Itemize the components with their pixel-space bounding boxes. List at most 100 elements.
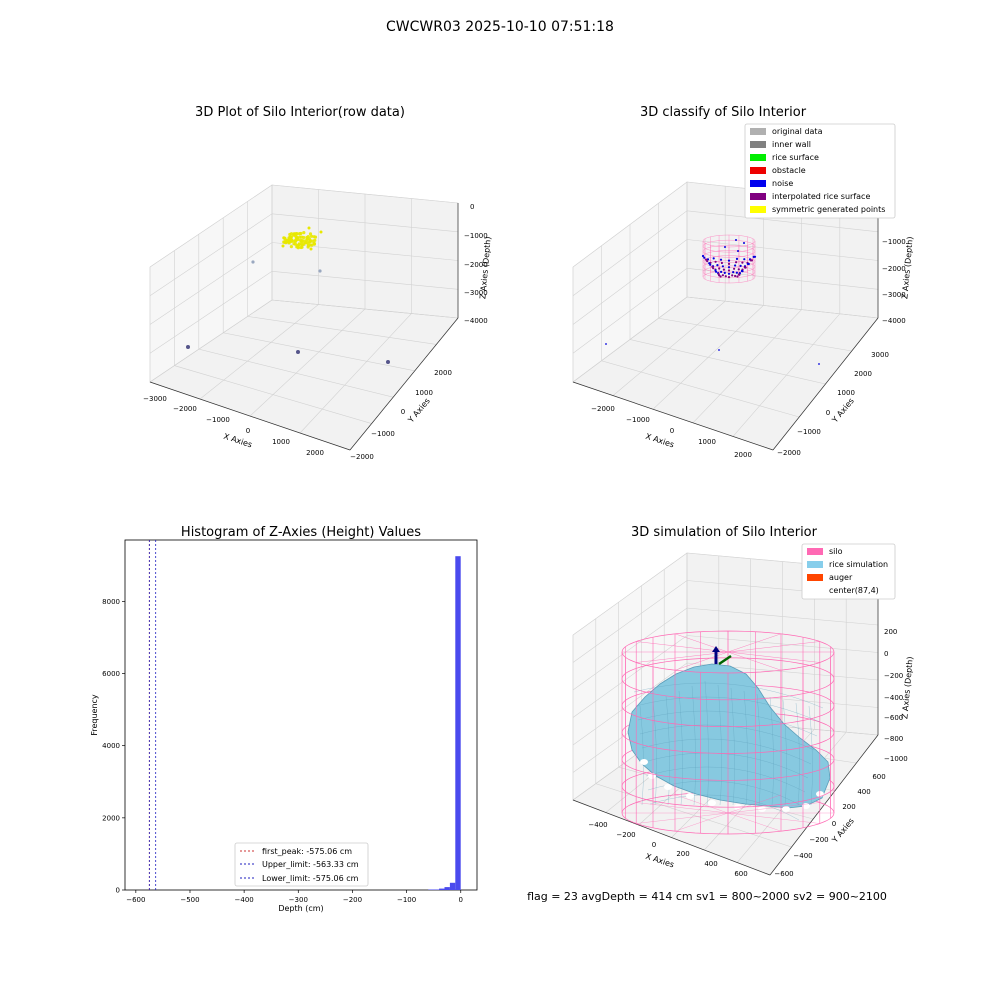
silo-floor-spoke — [674, 812, 729, 832]
p1-ytick: −1000 — [371, 430, 395, 438]
rice-point — [302, 242, 306, 246]
rice-point — [307, 240, 311, 244]
legend-label: interpolated rice surface — [772, 192, 870, 201]
p2-xtick: 1000 — [698, 438, 716, 446]
panel1-axes — [149, 184, 459, 451]
legend-swatch — [807, 548, 823, 555]
rice-mesh-line — [639, 724, 815, 751]
x-tick-label: −100 — [397, 896, 416, 904]
legend-label: inner wall — [772, 140, 811, 149]
rice-point — [308, 232, 313, 236]
p2-ytick: −2000 — [777, 449, 801, 457]
p4-ztick: −600 — [884, 714, 903, 722]
classified-point — [727, 259, 731, 262]
classified-point — [703, 256, 706, 259]
p4-xlabel: X Axies — [644, 852, 675, 870]
p4-ytick: −400 — [793, 852, 812, 860]
panel4-title: 3D simulation of Silo Interior — [631, 525, 818, 540]
rice-point — [319, 230, 323, 234]
legend-label: noise — [772, 179, 793, 188]
p4-ytick: 600 — [872, 773, 885, 781]
p1-ytick: 0 — [401, 408, 405, 416]
classified-point — [741, 261, 744, 264]
rice-mesh-line — [808, 705, 813, 806]
classified-point — [706, 260, 709, 263]
classified-point — [727, 272, 731, 275]
histogram-ticks: −600 −500 −400 −300 −200 −100 0 0 2000 4000 6000 80… — [102, 598, 463, 904]
rice-point — [302, 239, 306, 243]
legend-swatch — [750, 141, 766, 148]
legend-swatch — [750, 180, 766, 187]
rice-mesh-line — [795, 702, 800, 806]
classified-point — [727, 262, 731, 265]
x-tick-label: −300 — [289, 896, 308, 904]
p1-ztick: −1000 — [464, 232, 488, 240]
panel-histogram: Histogram of Z-Axies (Height) Values −60… — [90, 525, 478, 913]
p2-xtick: −1000 — [626, 416, 650, 424]
rice-point — [284, 238, 288, 242]
grid-line — [572, 635, 879, 718]
rice-point — [298, 238, 302, 242]
panel4-silo-wireframe-front — [621, 651, 835, 835]
classified-point — [731, 274, 734, 277]
classified-point — [714, 260, 717, 263]
panel-raw-data: 3D Plot of Silo Interior(row data) −3000… — [143, 105, 493, 461]
classified-point — [721, 274, 725, 277]
classified-point — [718, 267, 721, 270]
auger-blade — [718, 654, 732, 666]
legend-label: rice surface — [772, 153, 819, 162]
legend-label: Upper_limit: -563.33 cm — [262, 860, 359, 869]
noise-point — [724, 246, 726, 248]
legend-label: center(87,4) — [829, 586, 879, 595]
rice-mesh-line — [756, 693, 761, 806]
rice-mesh-line — [665, 695, 670, 806]
legend-swatch — [750, 193, 766, 200]
rice-point — [282, 240, 286, 244]
grid-line — [149, 242, 459, 325]
panel1-title: 3D Plot of Silo Interior(row data) — [195, 105, 405, 120]
p1-ztick: −2000 — [464, 261, 488, 269]
panel2-axes — [572, 181, 879, 451]
p4-ztick: −1000 — [884, 755, 908, 763]
p4-xtick: 400 — [704, 860, 717, 868]
grid-line — [572, 607, 879, 691]
classified-point — [750, 259, 754, 262]
panel1-points — [186, 226, 390, 364]
noise-point — [718, 349, 720, 351]
classified-point — [721, 265, 725, 268]
panel2-points — [605, 239, 820, 365]
p4-ytick: 200 — [842, 803, 855, 811]
classified-point — [753, 255, 757, 258]
rice-gap — [664, 784, 672, 790]
rice-point — [310, 234, 314, 238]
rice-mesh-line — [769, 696, 774, 806]
classified-point — [747, 262, 750, 266]
classified-point — [732, 271, 735, 274]
y-tick-label: 8000 — [102, 598, 120, 606]
panel-classify: 3D classify of Silo Interior −2000 −1000… — [572, 105, 915, 459]
legend-label: obstacle — [772, 166, 806, 175]
silo-roof-spoke — [636, 641, 729, 653]
p4-ztick: −400 — [884, 694, 903, 702]
rice-point — [287, 237, 291, 241]
silo-roof-spoke — [636, 651, 729, 663]
p1-ztick: 0 — [470, 203, 474, 211]
classified-point — [706, 258, 710, 261]
p2-xtick: −2000 — [591, 405, 615, 413]
rice-point — [298, 232, 302, 236]
rice-gap — [640, 759, 648, 765]
footer-status: flag = 23 avgDepth = 414 cm sv1 = 800~20… — [527, 890, 887, 903]
rice-mesh-line — [704, 680, 709, 806]
p4-ytick: −200 — [809, 836, 828, 844]
classified-point — [736, 275, 739, 278]
legend-swatch — [750, 154, 766, 161]
rice-mesh-line — [743, 690, 748, 806]
x-axis-line — [149, 381, 351, 451]
y-tick-label: 0 — [116, 887, 120, 895]
classified-point — [738, 273, 741, 276]
rice-point — [282, 236, 286, 240]
classified-point — [719, 275, 722, 278]
rice-point — [292, 233, 296, 237]
silo-roof-spoke — [674, 651, 729, 671]
